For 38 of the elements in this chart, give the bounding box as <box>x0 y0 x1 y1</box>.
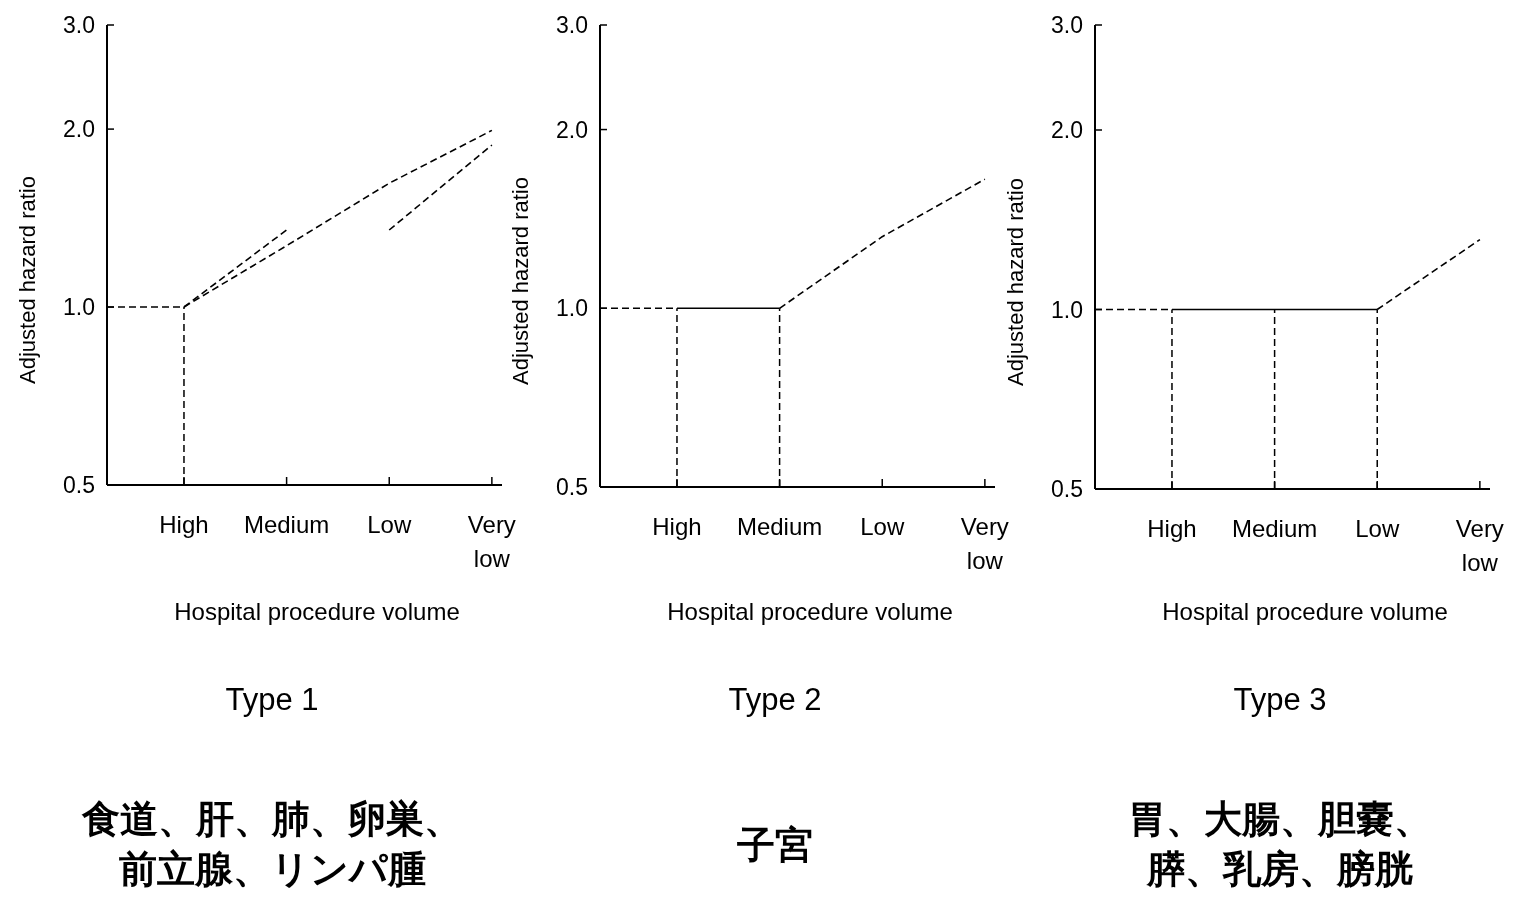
y-tick-label: 3.0 <box>1051 12 1083 38</box>
y-tick-label: 0.5 <box>1051 476 1083 502</box>
text: Type 3 <box>1233 682 1327 717</box>
x-tick-label: Low <box>367 511 412 538</box>
y-tick-label: 1.0 <box>556 295 588 322</box>
x-tick-label: Very low <box>1455 515 1504 576</box>
text: 膵、乳房、膀胱 <box>1146 847 1413 891</box>
y-tick-label: 2.0 <box>63 116 95 143</box>
text: 胃、大腸、胆嚢、 <box>1128 797 1432 841</box>
y-tick-label: 2.0 <box>1051 117 1083 143</box>
y-tick-label: 3.0 <box>63 12 95 38</box>
y-axis-title: Adjusted hazard ratio <box>508 177 533 385</box>
y-tick-label: 1.0 <box>1051 296 1083 323</box>
y-tick-label: 2.0 <box>556 116 588 143</box>
y-axis-title: Adjusted hazard ratio <box>1003 178 1028 386</box>
text: Type 1 <box>225 682 319 717</box>
text: 前立腺、リンパ腫 <box>118 847 426 891</box>
x-tick-label: Low <box>860 513 905 540</box>
x-tick-label: High <box>159 511 209 538</box>
y-axis-title: Adjusted hazard ratio <box>15 176 40 384</box>
y-tick-label: 0.5 <box>556 474 588 500</box>
x-axis-title: Hospital procedure volume <box>174 598 460 625</box>
y-tick-label: 3.0 <box>556 12 588 38</box>
x-tick-label: High <box>652 513 702 540</box>
y-tick-label: 1.0 <box>63 294 95 321</box>
text: 食道、肝、肺、卵巣、 <box>81 797 462 841</box>
x-axis-title: Hospital procedure volume <box>667 598 953 625</box>
y-tick-label: 0.5 <box>63 472 95 498</box>
x-tick-label: Low <box>1355 515 1400 542</box>
text: Type 2 <box>728 682 822 717</box>
x-tick-label: Very low <box>467 511 516 572</box>
x-tick-label: Very low <box>960 513 1009 574</box>
x-tick-label: Medium <box>736 513 823 540</box>
x-tick-label: High <box>1147 515 1197 542</box>
x-axis-title: Hospital procedure volume <box>1162 598 1448 625</box>
x-tick-label: Medium <box>1231 515 1318 542</box>
text: 子宮 <box>737 823 813 867</box>
x-tick-label: Medium <box>243 511 330 538</box>
